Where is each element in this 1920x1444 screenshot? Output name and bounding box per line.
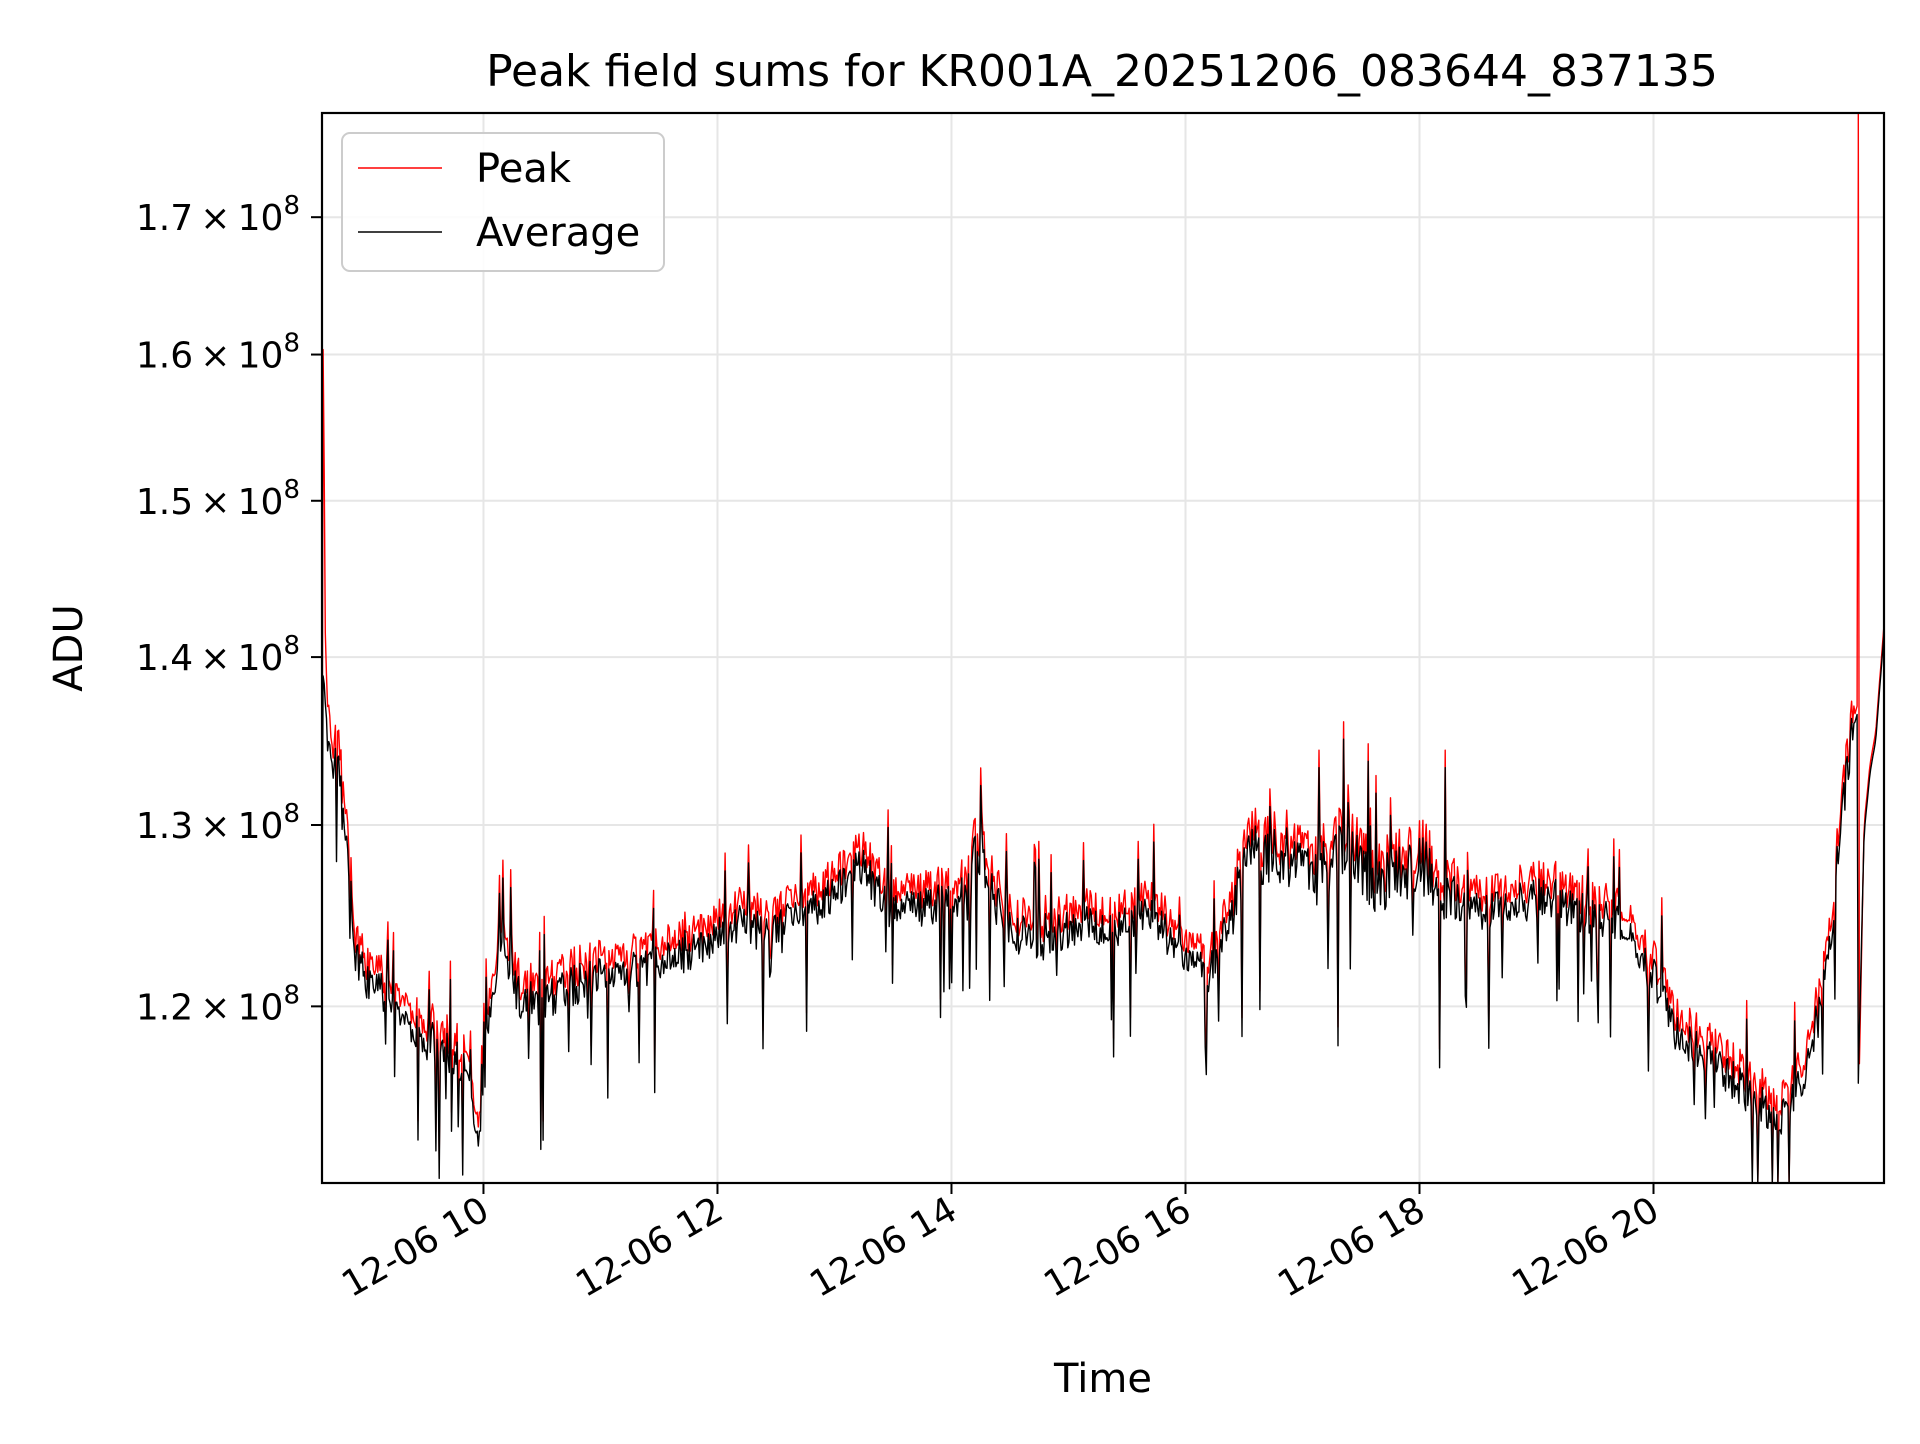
y-tick-label-2: 1.4 × 108: [136, 631, 300, 679]
legend-label-peak: Peak: [476, 146, 572, 192]
y-axis-ticks: 1.2 × 108 1.3 × 108 1.4 × 108 1.5 × 108 1.6 …: [136, 191, 322, 1028]
y-axis-label: ADU: [46, 604, 92, 691]
plot-frame: [320, 111, 1886, 1185]
y-tick-label-3: 1.5 × 108: [136, 475, 300, 523]
legend: Peak Average: [341, 132, 665, 272]
grid: [322, 113, 1884, 1183]
legend-label-average: Average: [476, 210, 640, 256]
x-axis-label: Time: [1053, 1356, 1152, 1402]
series-line-peak: [321, 112, 1885, 1184]
y-tick-label-5: 1.7 × 108: [136, 191, 300, 239]
y-tick-label-1: 1.3 × 108: [136, 799, 300, 847]
series-line-average: [321, 632, 1885, 1184]
chart-title: Peak field sums for KR001A_20251206_0836…: [486, 46, 1718, 97]
y-tick-label-4: 1.6 × 108: [136, 329, 300, 377]
series-layer: [321, 112, 1885, 1184]
y-tick-label-0: 1.2 × 108: [136, 980, 300, 1028]
